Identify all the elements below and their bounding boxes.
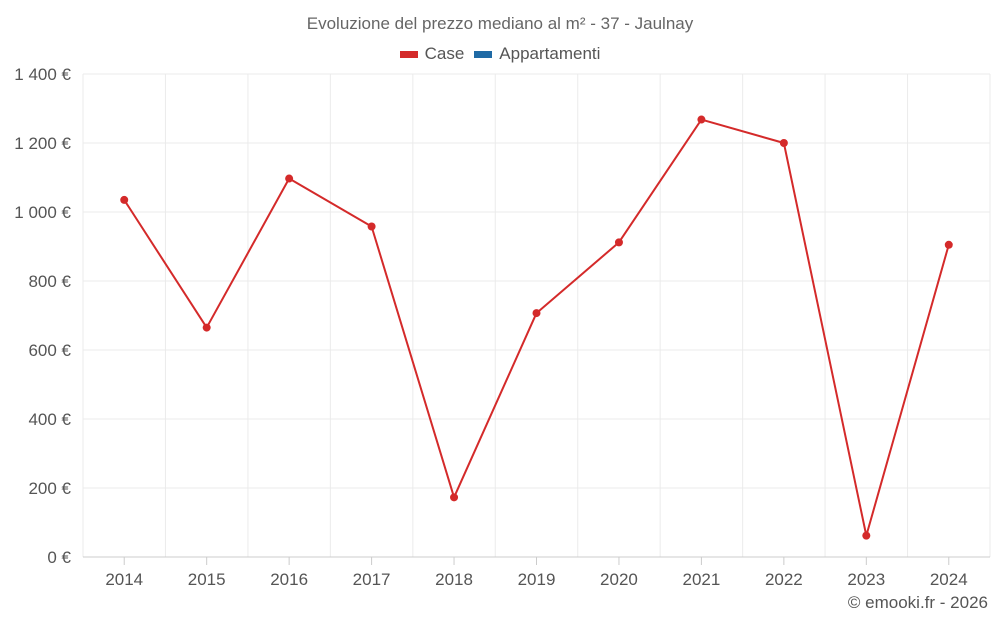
data-point — [532, 309, 541, 318]
y-tick-label: 1 000 € — [14, 203, 71, 222]
data-point — [285, 174, 294, 183]
data-point — [202, 323, 211, 332]
y-tick-label: 400 € — [28, 410, 71, 429]
y-tick-label: 600 € — [28, 341, 71, 360]
legend-swatch-appartamenti — [474, 50, 493, 58]
data-point — [862, 531, 871, 540]
y-tick-label: 800 € — [28, 272, 71, 291]
x-tick-label: 2014 — [105, 570, 143, 589]
chart-legend: Case Appartamenti — [0, 44, 1000, 64]
legend-item-case[interactable]: Case — [399, 44, 465, 64]
y-tick-label: 200 € — [28, 479, 71, 498]
data-point — [614, 238, 623, 247]
x-tick-label: 2018 — [435, 570, 473, 589]
x-tick-label: 2017 — [353, 570, 391, 589]
x-tick-label: 2019 — [518, 570, 556, 589]
x-tick-label: 2022 — [765, 570, 803, 589]
data-point — [944, 240, 953, 249]
y-tick-label: 1 400 € — [14, 65, 71, 84]
x-tick-label: 2024 — [930, 570, 968, 589]
data-point — [450, 493, 459, 502]
x-tick-label: 2020 — [600, 570, 638, 589]
credit-text: © emooki.fr - 2026 — [847, 593, 988, 612]
legend-label-case: Case — [424, 44, 465, 63]
x-tick-label: 2016 — [270, 570, 308, 589]
x-tick-label: 2023 — [847, 570, 885, 589]
data-point — [120, 195, 129, 204]
legend-label-appartamenti: Appartamenti — [499, 44, 601, 63]
legend-item-appartamenti[interactable]: Appartamenti — [474, 44, 600, 64]
chart-title: Evoluzione del prezzo mediano al m² - 37… — [306, 14, 694, 33]
x-tick-label: 2021 — [682, 570, 720, 589]
data-point — [367, 222, 376, 231]
x-tick-label: 2015 — [188, 570, 226, 589]
data-point — [779, 139, 788, 147]
y-tick-label: 1 200 € — [14, 134, 71, 153]
y-tick-label: 0 € — [47, 548, 71, 567]
data-point — [697, 115, 706, 124]
legend-swatch-case — [399, 50, 418, 58]
